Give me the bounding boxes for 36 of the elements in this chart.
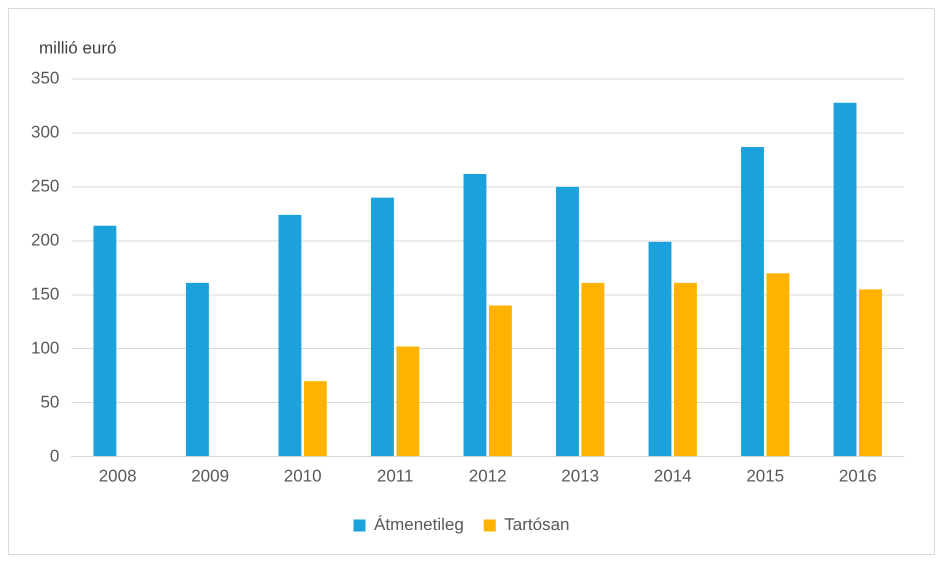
x-tick-label: 2008 [98,466,137,486]
bar [93,226,116,456]
y-tick-label: 150 [30,284,60,304]
bar [278,214,302,456]
y-tick-label: 50 [40,392,60,412]
legend-label: Tartósan [504,515,570,534]
bar [464,174,486,456]
bar [186,282,209,456]
legend-label: Átmenetileg [374,515,464,534]
x-tick-label: 2010 [284,466,322,486]
x-tick-label: 2016 [838,466,877,486]
y-tick-label: 300 [30,122,60,142]
x-tick-label: 2015 [746,466,784,486]
bar [396,346,420,456]
y-tick-label: 350 [30,68,60,88]
bar [488,306,512,456]
x-tick-label: 2012 [468,466,507,486]
y-axis-title: millió euró [39,38,116,58]
bar [581,282,604,456]
bar [556,186,579,456]
x-tick-label: 2013 [561,466,600,486]
y-tick-label: 100 [30,338,60,358]
bar [741,146,764,456]
bar [834,102,856,456]
x-tick-label: 2009 [191,466,230,486]
y-tick-label: 0 [50,446,60,466]
x-tick-label: 2014 [654,466,692,486]
bar [648,242,672,456]
bar [766,273,790,456]
bar [370,198,394,456]
bar [674,282,697,456]
bar [859,289,882,456]
y-tick-label: 250 [30,176,60,196]
bar [304,381,327,456]
x-tick-label: 2011 [376,466,414,486]
y-tick-label: 200 [30,230,60,250]
